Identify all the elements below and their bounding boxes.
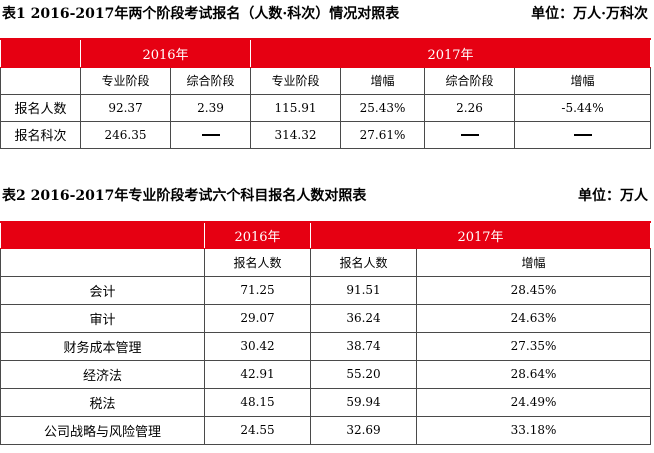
dash-mark bbox=[201, 134, 220, 136]
table2-unit: 单位：万人 bbox=[578, 188, 648, 204]
table-row: 财务成本管理 30.42 38.74 27.35% bbox=[0, 331, 651, 361]
table-cell: 314.32 bbox=[250, 120, 341, 149]
table-row: 经济法 42.91 55.20 28.64% bbox=[0, 359, 651, 389]
table1-year-2016: 2016年 bbox=[80, 38, 251, 68]
table1-subheader: 综合阶段 bbox=[170, 66, 251, 95]
table1-subheader: 专业阶段 bbox=[250, 66, 341, 95]
table-row: 审计 29.07 36.24 24.63% bbox=[0, 303, 651, 333]
row-label: 审计 bbox=[0, 303, 205, 333]
table1-caption: 表1 2016-2017年两个阶段考试报名（人数·科次）情况对照表 bbox=[2, 6, 400, 22]
table-cell: 30.42 bbox=[204, 331, 311, 361]
table2-year-2017: 2017年 bbox=[310, 221, 651, 249]
table1-subheader-row: 专业阶段 综合阶段 专业阶段 增幅 综合阶段 增幅 bbox=[0, 66, 652, 95]
table-row: 会计 71.25 91.51 28.45% bbox=[0, 275, 651, 305]
table-row: 税法 48.15 59.94 24.49% bbox=[0, 387, 651, 417]
table1-subheader: 增幅 bbox=[340, 66, 425, 95]
table-cell: 33.18% bbox=[416, 415, 651, 445]
dash-mark bbox=[460, 134, 479, 136]
table-cell: 2.39 bbox=[170, 93, 251, 122]
table2-corner-cell bbox=[0, 221, 205, 249]
dash-mark bbox=[573, 134, 592, 136]
table2-year-2016: 2016年 bbox=[204, 221, 311, 249]
table-row: 报名人数 92.37 2.39 115.91 25.43% 2.26 -5.44… bbox=[0, 93, 652, 122]
table2-subheader: 报名人数 bbox=[204, 247, 311, 277]
table2-subheader-empty bbox=[0, 247, 205, 277]
table-cell: 32.69 bbox=[310, 415, 417, 445]
table2-caption: 表2 2016-2017年专业阶段考试六个科目报名人数对照表 bbox=[2, 188, 367, 204]
table-cell: 91.51 bbox=[310, 275, 417, 305]
table-cell: 71.25 bbox=[204, 275, 311, 305]
table-cell: 24.49% bbox=[416, 387, 651, 417]
table1: 2016年 2017年 专业阶段 综合阶段 专业阶段 增幅 综合阶段 增幅 报名… bbox=[0, 38, 652, 149]
table-cell: 55.20 bbox=[310, 359, 417, 389]
table-cell bbox=[424, 120, 515, 149]
table-cell: 115.91 bbox=[250, 93, 341, 122]
table-cell: 38.74 bbox=[310, 331, 417, 361]
table-cell: 24.55 bbox=[204, 415, 311, 445]
table-cell: 25.43% bbox=[340, 93, 425, 122]
table-cell: 246.35 bbox=[80, 120, 171, 149]
table-cell: 27.61% bbox=[340, 120, 425, 149]
table-cell bbox=[170, 120, 251, 149]
row-label: 经济法 bbox=[0, 359, 205, 389]
table-cell: 48.15 bbox=[204, 387, 311, 417]
table1-corner-cell bbox=[0, 38, 81, 68]
table2: 2016年 2017年 报名人数 报名人数 增幅 会计 71.25 91.51 … bbox=[0, 221, 651, 445]
table1-year-2017: 2017年 bbox=[249, 38, 652, 68]
table-cell: 28.45% bbox=[416, 275, 651, 305]
row-label: 财务成本管理 bbox=[0, 331, 205, 361]
table-cell: 24.63% bbox=[416, 303, 651, 333]
table1-year-row: 2016年 2017年 bbox=[0, 38, 652, 68]
table-row: 报名科次 246.35 314.32 27.61% bbox=[0, 120, 652, 149]
row-label: 报名人数 bbox=[0, 93, 81, 122]
table-cell: 92.37 bbox=[80, 93, 171, 122]
row-label: 会计 bbox=[0, 275, 205, 305]
table-cell: 36.24 bbox=[310, 303, 417, 333]
table-row: 公司战略与风险管理 24.55 32.69 33.18% bbox=[0, 415, 651, 445]
table2-year-row: 2016年 2017年 bbox=[0, 221, 651, 249]
table-cell: 42.91 bbox=[204, 359, 311, 389]
row-label: 公司战略与风险管理 bbox=[0, 415, 205, 445]
table1-subheader: 综合阶段 bbox=[424, 66, 515, 95]
table1-unit: 单位：万人·万科次 bbox=[531, 6, 648, 22]
table-cell: 27.35% bbox=[416, 331, 651, 361]
table1-subheader: 专业阶段 bbox=[80, 66, 171, 95]
table2-subheader-row: 报名人数 报名人数 增幅 bbox=[0, 247, 651, 277]
table-cell: 28.64% bbox=[416, 359, 651, 389]
row-label: 报名科次 bbox=[0, 120, 81, 149]
table-cell bbox=[513, 120, 652, 149]
table1-subheader: 增幅 bbox=[513, 66, 652, 95]
table-cell: 2.26 bbox=[424, 93, 515, 122]
table-cell: 29.07 bbox=[204, 303, 311, 333]
table2-subheader: 报名人数 bbox=[310, 247, 417, 277]
table-cell: -5.44% bbox=[513, 93, 652, 122]
table-cell: 59.94 bbox=[310, 387, 417, 417]
row-label: 税法 bbox=[0, 387, 205, 417]
table1-subheader-empty bbox=[0, 66, 81, 95]
table2-subheader: 增幅 bbox=[416, 247, 651, 277]
